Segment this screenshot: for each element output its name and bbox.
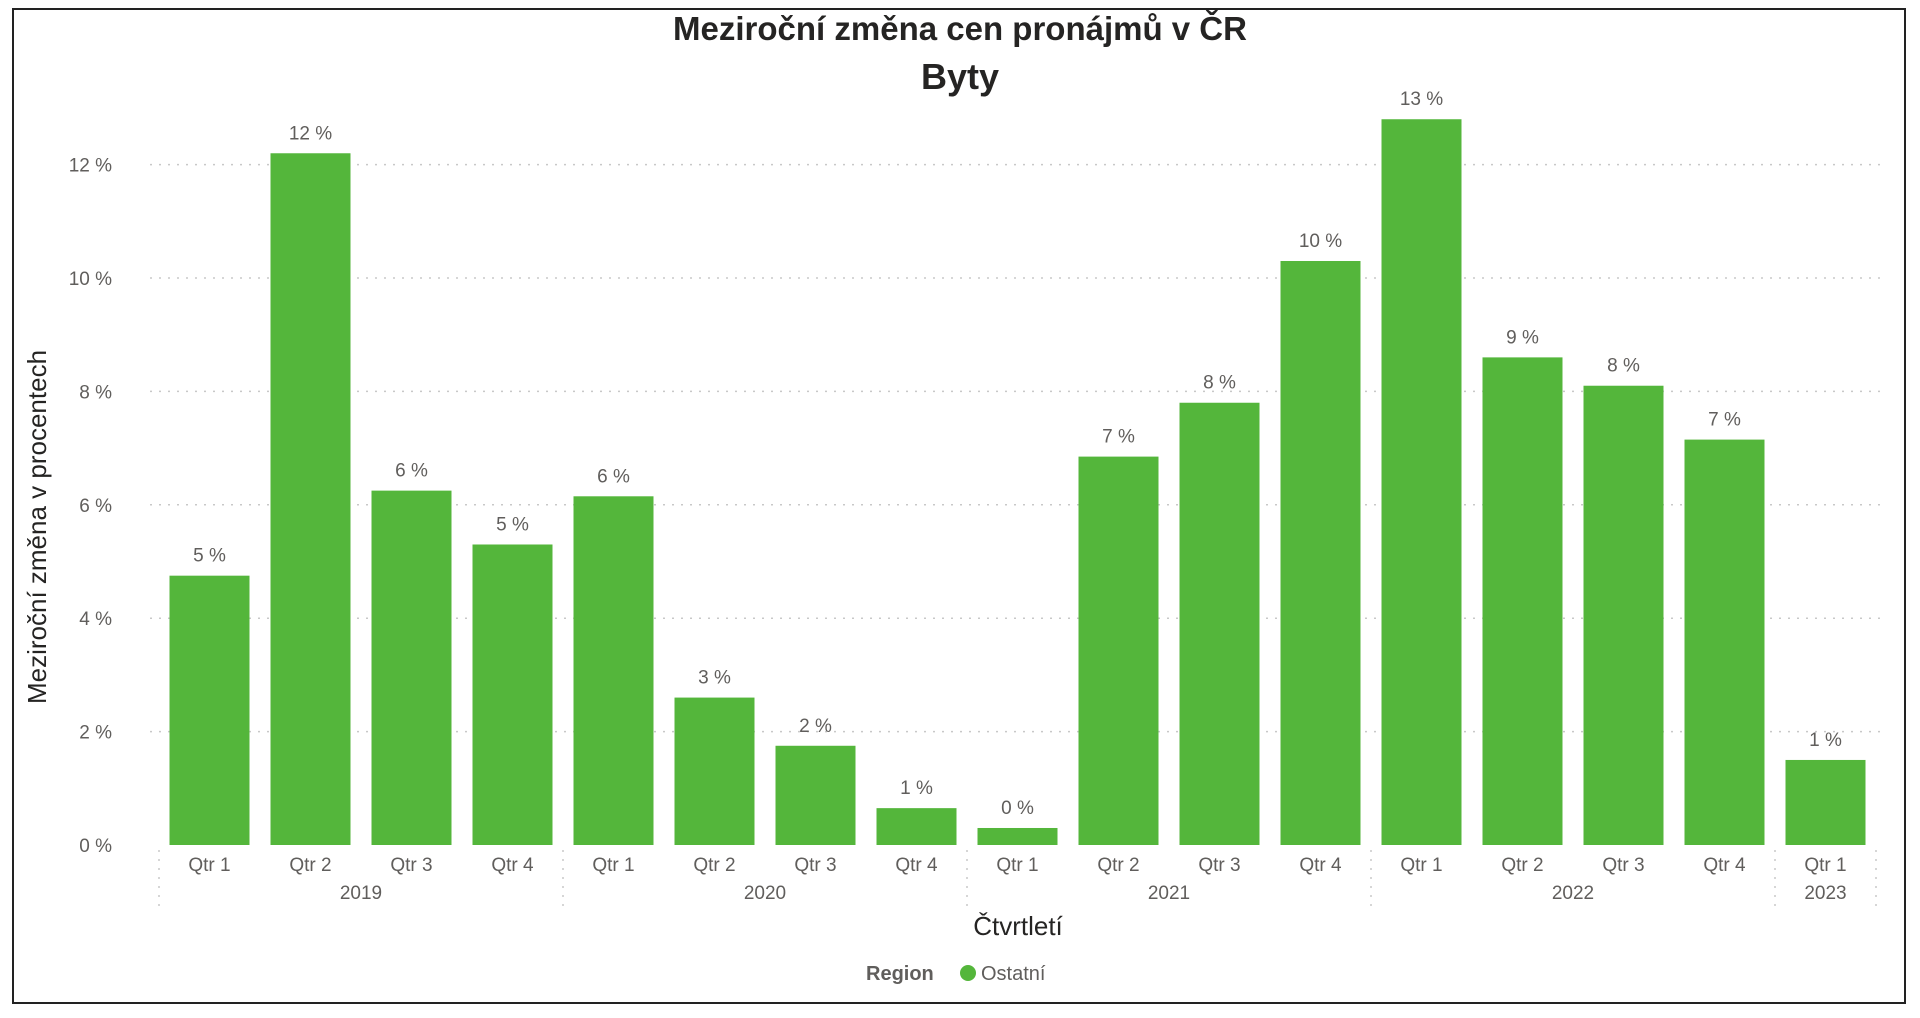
legend-marker	[960, 965, 976, 981]
x-tick-quarter: Qtr 3	[1198, 855, 1240, 876]
bar[interactable]	[169, 575, 250, 845]
x-tick-quarter: Qtr 2	[1501, 855, 1543, 876]
data-label: 5 %	[193, 546, 226, 567]
data-label: 5 %	[496, 514, 529, 535]
data-label: 0 %	[1001, 798, 1034, 819]
x-tick-quarter: Qtr 2	[289, 855, 331, 876]
bar[interactable]	[1785, 759, 1866, 845]
x-tick-quarter: Qtr 1	[188, 855, 230, 876]
y-axis-title: Meziroční změna v procentech	[22, 350, 52, 704]
bar[interactable]	[674, 697, 755, 845]
bar[interactable]	[1684, 439, 1765, 845]
x-axis-ticks: Qtr 1 Qtr 2 Qtr 3 Qtr 4 Qtr 1 Qtr 2 Qtr 3 Qtr 4…	[158, 850, 1877, 908]
bar[interactable]	[1583, 385, 1664, 845]
bar[interactable]	[775, 745, 856, 845]
x-tick-quarter: Qtr 2	[1097, 855, 1139, 876]
x-tick-year: 2023	[1804, 883, 1846, 904]
y-tick-label: 8 %	[79, 382, 112, 403]
legend: Region Ostatní	[866, 963, 1046, 985]
bar[interactable]	[1280, 260, 1361, 845]
chart-title: Meziroční změna cen pronájmů v ČR	[673, 10, 1247, 47]
y-tick-label: 0 %	[79, 836, 112, 857]
x-tick-quarter: Qtr 4	[1299, 855, 1342, 876]
x-tick-quarter: Qtr 1	[1400, 855, 1442, 876]
data-label: 7 %	[1708, 410, 1741, 431]
x-tick-quarter: Qtr 1	[1804, 855, 1846, 876]
x-tick-quarter: Qtr 4	[1703, 855, 1746, 876]
bar[interactable]	[1078, 456, 1159, 845]
data-label: 6 %	[597, 466, 630, 487]
x-tick-quarter: Qtr 4	[491, 855, 534, 876]
data-label: 8 %	[1607, 356, 1640, 377]
x-tick-quarter: Qtr 4	[895, 855, 938, 876]
data-label: 10 %	[1299, 231, 1342, 252]
y-axis-ticks: 0 % 2 % 4 % 6 % 8 % 10 % 12 %	[69, 156, 112, 857]
bar[interactable]	[1381, 119, 1462, 846]
chart-subtitle: Byty	[920, 56, 1000, 97]
data-label: 3 %	[698, 668, 731, 689]
data-label: 8 %	[1203, 373, 1236, 394]
bar[interactable]	[1482, 357, 1563, 845]
data-label: 1 %	[1809, 730, 1842, 751]
data-label: 9 %	[1506, 327, 1539, 348]
y-tick-label: 4 %	[79, 609, 112, 630]
x-axis-title: Čtvrtletí	[973, 911, 1063, 941]
data-label: 6 %	[395, 461, 428, 482]
y-tick-label: 6 %	[79, 496, 112, 517]
x-tick-year: 2019	[340, 883, 382, 904]
data-label: 2 %	[799, 716, 832, 737]
data-label: 12 %	[289, 123, 332, 144]
x-tick-year: 2021	[1148, 883, 1190, 904]
x-tick-quarter: Qtr 1	[996, 855, 1038, 876]
bar[interactable]	[371, 490, 452, 845]
x-tick-quarter: Qtr 3	[1602, 855, 1644, 876]
x-tick-quarter: Qtr 3	[794, 855, 836, 876]
x-tick-quarter: Qtr 1	[592, 855, 634, 876]
x-tick-year: 2022	[1552, 883, 1594, 904]
legend-item-label: Ostatní	[981, 963, 1046, 985]
bar[interactable]	[472, 544, 553, 845]
data-label: 7 %	[1102, 427, 1135, 448]
bar[interactable]	[573, 496, 654, 845]
bar[interactable]	[270, 153, 351, 845]
bar[interactable]	[1179, 402, 1260, 845]
data-label: 13 %	[1400, 89, 1443, 110]
data-labels: 5 % 12 % 6 % 5 % 6 % 3 % 2 % 1 % 0 % 7 % 8 % 10 % 13…	[193, 89, 1842, 819]
x-tick-quarter: Qtr 3	[390, 855, 432, 876]
bar[interactable]	[977, 827, 1058, 845]
bars	[169, 119, 1866, 846]
y-tick-label: 12 %	[69, 156, 112, 177]
x-tick-year: 2020	[744, 883, 786, 904]
x-tick-quarter: Qtr 2	[693, 855, 735, 876]
bar[interactable]	[876, 808, 957, 845]
y-tick-label: 2 %	[79, 723, 112, 744]
legend-title: Region	[866, 963, 934, 985]
data-label: 1 %	[900, 778, 933, 799]
y-tick-label: 10 %	[69, 269, 112, 290]
